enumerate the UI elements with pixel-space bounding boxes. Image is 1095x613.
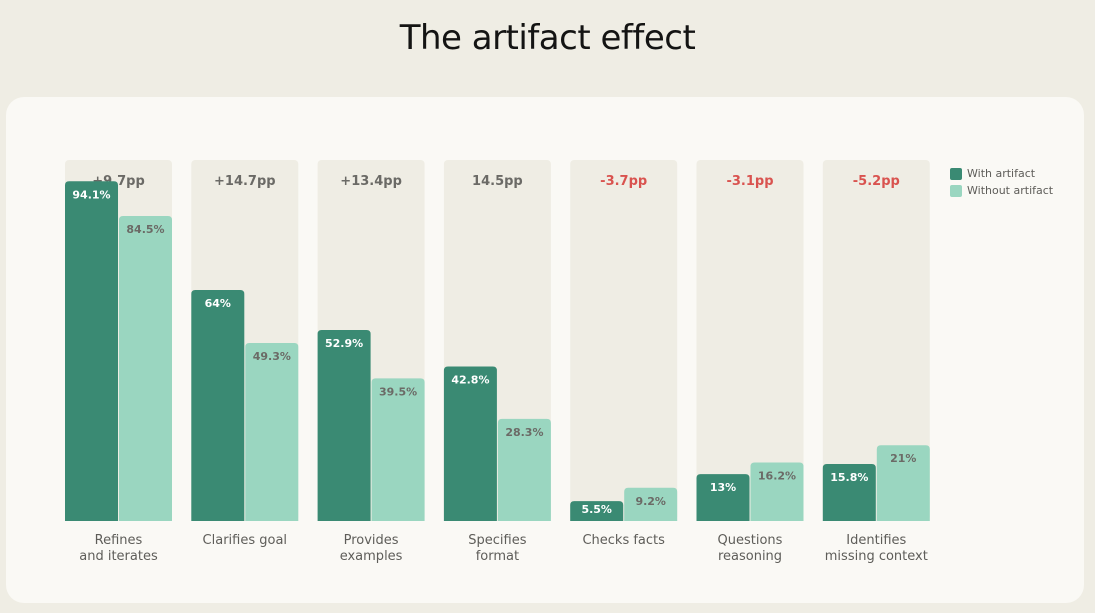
category-label: and iterates <box>79 549 158 564</box>
bar-without-artifact <box>876 445 930 521</box>
category-label: format <box>476 549 519 564</box>
category-label: Questions <box>718 533 783 548</box>
bar-with-artifact <box>65 181 118 521</box>
bar-without-artifact <box>245 343 299 521</box>
legend: With artifact Without artifact <box>950 165 1053 199</box>
difference-label: -3.7pp <box>600 174 647 189</box>
column-background <box>696 160 804 521</box>
difference-label: -3.1pp <box>726 174 773 189</box>
value-label-with: 52.9% <box>325 337 363 350</box>
category-label: Provides <box>344 533 399 548</box>
category-label: missing context <box>825 549 928 564</box>
category-label: examples <box>340 549 403 564</box>
value-label-with: 94.1% <box>72 188 110 201</box>
category-label: reasoning <box>718 549 782 564</box>
value-label-with: 15.8% <box>830 471 868 484</box>
bar-with-artifact <box>317 330 371 521</box>
value-label-without: 21% <box>890 452 916 465</box>
category-label: Checks facts <box>582 533 665 548</box>
value-label-without: 39.5% <box>379 385 417 398</box>
column-background <box>570 160 678 521</box>
column-background <box>822 160 930 521</box>
bar-without-artifact <box>119 215 172 521</box>
value-label-without: 28.3% <box>505 426 543 439</box>
legend-swatch-without <box>950 184 962 197</box>
value-label-with: 42.8% <box>451 373 489 386</box>
difference-label: +14.7pp <box>214 174 276 189</box>
bar-with-artifact <box>570 501 624 521</box>
legend-item-with: With artifact <box>950 165 1053 182</box>
bar-without-artifact <box>497 418 551 521</box>
category-label: Refines <box>95 533 143 548</box>
bar-without-artifact <box>371 378 425 521</box>
legend-swatch-with <box>950 167 962 180</box>
value-label-without: 16.2% <box>758 470 796 483</box>
category-label: Specifies <box>468 533 526 548</box>
bar-with-artifact <box>443 366 497 521</box>
difference-label: -5.2pp <box>853 174 900 189</box>
bar-with-artifact <box>696 474 750 521</box>
legend-item-without: Without artifact <box>950 182 1053 199</box>
bar-without-artifact <box>750 462 804 521</box>
legend-label-without: Without artifact <box>967 184 1054 197</box>
difference-label: 14.5pp <box>472 174 523 189</box>
category-label: Identifies <box>846 533 906 548</box>
value-label-without: 9.2% <box>635 495 666 508</box>
difference-label: +13.4pp <box>340 174 402 189</box>
category-label: Clarifies goal <box>203 533 288 548</box>
legend-label-with: With artifact <box>967 167 1036 180</box>
value-label-with: 13% <box>710 481 736 494</box>
value-label-with: 64% <box>205 297 231 310</box>
value-label-without: 49.3% <box>253 350 291 363</box>
value-label-with: 5.5% <box>581 503 612 516</box>
bar-with-artifact <box>822 463 876 521</box>
value-label-without: 84.5% <box>126 223 164 236</box>
bar-without-artifact <box>624 487 678 521</box>
chart-title: The artifact effect <box>399 18 696 58</box>
bar-with-artifact <box>191 289 245 521</box>
